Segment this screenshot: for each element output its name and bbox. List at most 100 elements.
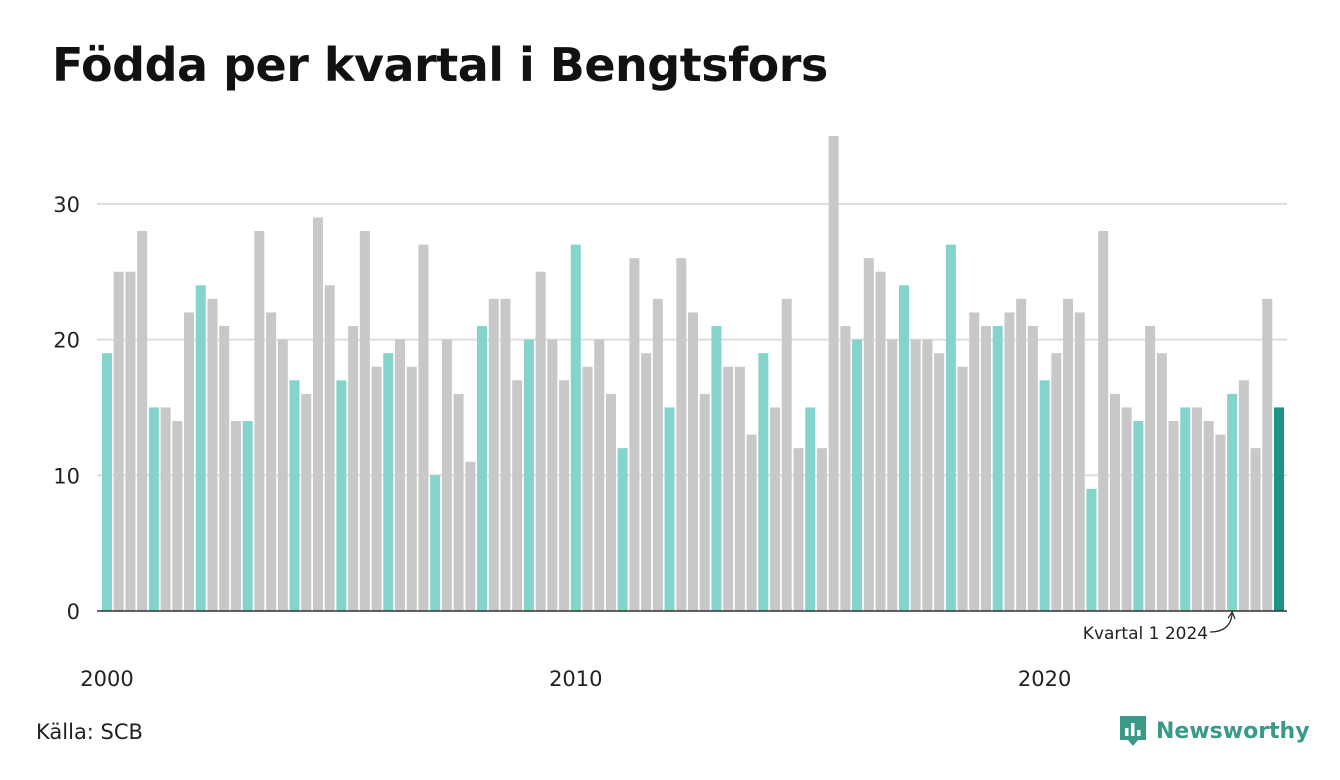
bar	[312, 217, 323, 611]
bar	[523, 339, 534, 611]
bar	[160, 407, 171, 611]
bar	[125, 271, 136, 611]
x-tick-label: 2020	[1018, 667, 1071, 691]
y-tick-label: 0	[67, 600, 80, 624]
bar	[641, 353, 652, 611]
bar	[1098, 231, 1109, 611]
bar	[1121, 407, 1132, 611]
x-tick-label: 2010	[549, 667, 602, 691]
bar	[945, 244, 956, 611]
bar	[1168, 421, 1179, 611]
bar	[840, 326, 851, 611]
bar	[1227, 393, 1238, 611]
bar	[406, 366, 417, 611]
bar	[1109, 393, 1120, 611]
bar	[1074, 312, 1085, 611]
bar	[547, 339, 558, 611]
brand-name: Newsworthy	[1156, 718, 1310, 744]
bar	[1004, 312, 1015, 611]
bar	[852, 339, 863, 611]
bar	[1016, 298, 1027, 611]
bar	[617, 448, 628, 611]
brand-logo: Newsworthy	[1118, 714, 1310, 748]
bar	[816, 448, 827, 611]
bar	[1086, 488, 1097, 611]
bar	[934, 353, 945, 611]
bar	[1051, 353, 1062, 611]
bar	[922, 339, 933, 611]
bar	[1191, 407, 1202, 611]
bar	[957, 366, 968, 611]
y-tick-label: 30	[53, 193, 80, 217]
bar	[113, 271, 124, 611]
bar	[1238, 380, 1249, 611]
bar	[207, 298, 218, 611]
bar	[359, 231, 370, 611]
bar	[1133, 421, 1144, 611]
bar	[195, 285, 206, 611]
bar	[863, 258, 874, 611]
bar	[828, 136, 839, 611]
bar	[371, 366, 382, 611]
bar	[887, 339, 898, 611]
bar	[981, 326, 991, 611]
bar	[898, 285, 909, 611]
bar	[582, 366, 593, 611]
annotation-arrow	[1210, 613, 1233, 633]
bar	[1156, 353, 1167, 611]
bar	[430, 475, 441, 611]
bar	[1027, 326, 1038, 611]
bar	[969, 312, 980, 611]
bar	[875, 271, 886, 611]
bar	[676, 258, 687, 611]
bar	[137, 231, 148, 611]
bar	[1180, 407, 1191, 611]
bar	[699, 393, 710, 611]
bar	[465, 461, 476, 611]
bar	[1262, 298, 1273, 611]
annotation-label: Kvartal 1 2024	[1083, 624, 1208, 644]
bar	[277, 339, 288, 611]
bar	[441, 339, 452, 611]
bar	[266, 312, 277, 611]
bar	[746, 434, 757, 611]
bar	[1215, 434, 1226, 611]
bar	[1274, 407, 1284, 611]
y-tick-label: 10	[53, 464, 80, 488]
annotation-arrowhead	[1227, 610, 1236, 620]
bar	[336, 380, 347, 611]
page-title: Födda per kvartal i Bengtsfors	[52, 38, 828, 92]
bar	[301, 393, 312, 611]
bar	[488, 298, 499, 611]
bar	[910, 339, 921, 611]
bar	[629, 258, 640, 611]
bar	[711, 326, 722, 611]
bar	[1145, 326, 1156, 611]
bar	[1203, 421, 1214, 611]
bar	[594, 339, 605, 611]
bar	[500, 298, 511, 611]
bar	[605, 393, 616, 611]
tick-labels: 0 10 20 30 2000 2010 2020	[53, 193, 1071, 691]
x-tick-label: 2000	[80, 667, 133, 691]
bar	[148, 407, 159, 611]
bar	[1039, 380, 1050, 611]
source-label: Källa: SCB	[36, 720, 143, 744]
bar	[219, 326, 230, 611]
bar	[664, 407, 675, 611]
annotations: Kvartal 1 2024	[1083, 610, 1236, 644]
y-tick-label: 20	[53, 329, 80, 353]
bar	[770, 407, 781, 611]
bar	[734, 366, 745, 611]
bar	[758, 353, 769, 611]
bar	[1063, 298, 1074, 611]
bar	[418, 244, 429, 611]
bar	[723, 366, 734, 611]
bar	[289, 380, 300, 611]
bar	[477, 326, 488, 611]
bar	[512, 380, 523, 611]
bar	[324, 285, 335, 611]
bar	[781, 298, 792, 611]
bar	[805, 407, 816, 611]
